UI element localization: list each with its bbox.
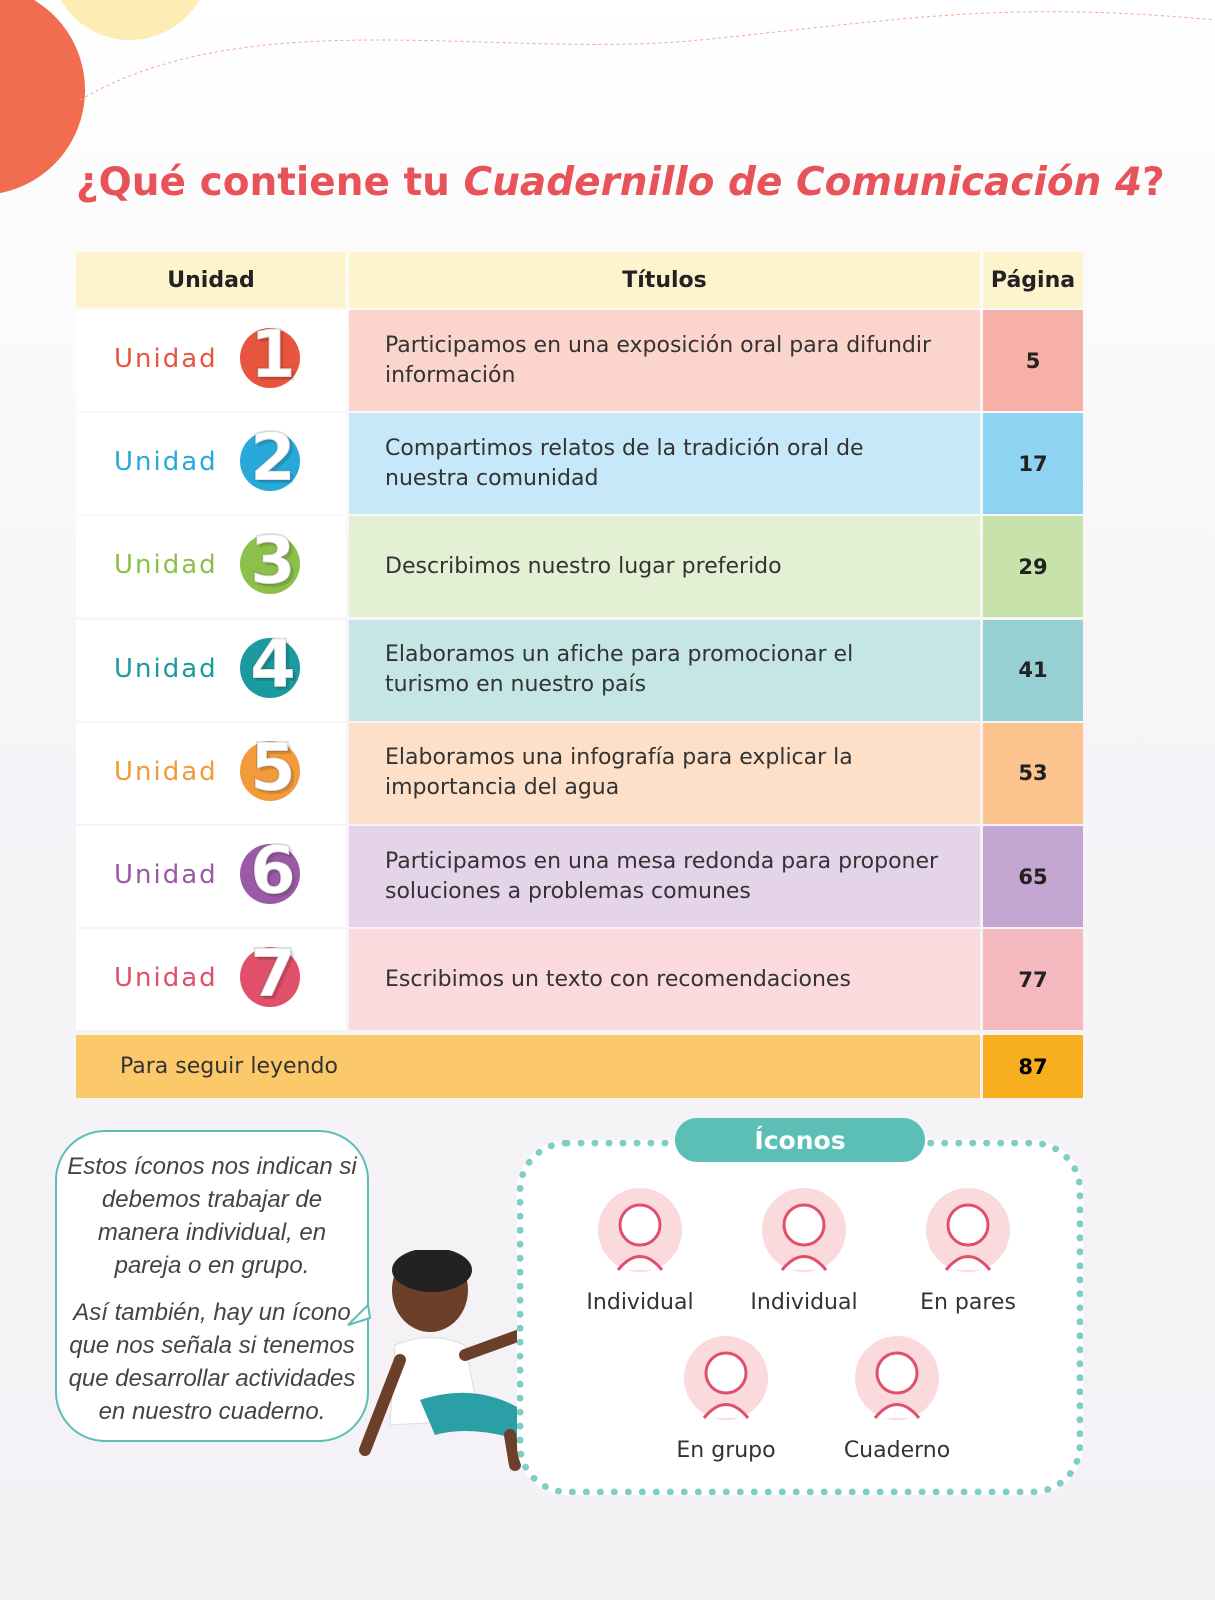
- table-row: Unidad 4 Elaboramos un afiche para promoci…: [76, 619, 1083, 721]
- unit-cell: Unidad 6: [76, 826, 346, 927]
- unit-number: 3: [249, 521, 297, 600]
- unit-number: 6: [249, 831, 297, 910]
- unit-badge: [240, 844, 300, 904]
- unit-label: Unidad: [114, 963, 218, 994]
- icon-label: Individual: [586, 1290, 694, 1315]
- icon-label: Individual: [750, 1290, 858, 1315]
- title-cell: Elaboramos un afiche para promocionar el…: [349, 619, 980, 721]
- unit-label: Unidad: [114, 860, 218, 890]
- title-cell: Participamos en una mesa redonda para pr…: [349, 826, 980, 927]
- footer-label: Para seguir leyendo: [76, 1035, 980, 1098]
- title-cell: Participamos en una exposición oral para…: [349, 310, 980, 411]
- unit-label: Unidad: [114, 756, 218, 787]
- header-cell: Títulos: [349, 252, 980, 308]
- unit-number: 7: [249, 934, 297, 1013]
- unit-label: Unidad: [114, 344, 218, 374]
- icon-label: Cuaderno: [843, 1438, 951, 1463]
- unit-cell: Unidad 3: [76, 516, 346, 618]
- icon: [762, 1188, 846, 1272]
- unit-badge: [240, 740, 300, 801]
- table-row: Unidad 3 Describimos nuestro lugar preferi…: [76, 516, 1083, 618]
- page-cell: 65: [983, 826, 1083, 927]
- unit-label: Unidad: [114, 550, 218, 581]
- page-cell: 77: [983, 929, 1083, 1031]
- page-cell: 53: [983, 722, 1083, 824]
- icon-label: En grupo: [676, 1438, 776, 1463]
- table-row: Unidad 1 Participamos en una exposición or…: [76, 310, 1083, 411]
- title-italic: Cuadernillo de Comunicación 4: [463, 160, 1143, 205]
- page-cell: 41: [983, 619, 1083, 721]
- icon: [855, 1336, 939, 1420]
- table-row: Unidad 5 Elaboramos una infografía para ex…: [76, 722, 1083, 824]
- header-cell: Página: [983, 252, 1083, 308]
- unit-number: 2: [249, 418, 297, 497]
- table-row: Unidad 7 Escribimos un texto con recomenda…: [76, 929, 1083, 1031]
- unit-badge: [240, 431, 300, 492]
- footer-page: 87: [983, 1035, 1083, 1098]
- unit-number: 1: [249, 315, 297, 394]
- unit-cell: Unidad 5: [76, 722, 346, 824]
- title-text: ?: [1142, 160, 1165, 205]
- icon: [684, 1336, 768, 1420]
- icons-title: Íconos: [675, 1118, 925, 1162]
- header-cell: Unidad: [76, 252, 346, 308]
- unit-cell: Unidad 2: [76, 413, 346, 515]
- icon: [926, 1188, 1010, 1272]
- bubble-text: Estos íconos nos indican si debemos trab…: [67, 1153, 357, 1279]
- decoration: [0, 0, 1215, 194]
- unit-number: 5: [249, 728, 297, 807]
- page-cell: 5: [983, 310, 1083, 411]
- page-cell: 17: [983, 413, 1083, 515]
- icon: [598, 1188, 682, 1272]
- table-row: Unidad 6 Participamos en una mesa redonda …: [76, 826, 1083, 927]
- unit-cell: Unidad 7: [76, 929, 346, 1031]
- unit-number: 4: [249, 625, 297, 704]
- page-cell: 29: [983, 516, 1083, 618]
- unit-badge: [240, 328, 300, 388]
- speech-bubble: Estos íconos nos indican si debemos trab…: [55, 1130, 369, 1442]
- unit-cell: Unidad 1: [76, 310, 346, 411]
- unit-badge: [240, 637, 300, 698]
- table-row: Unidad 2 Compartimos relatos de la tradici…: [76, 413, 1083, 515]
- title-cell: Escribimos un texto con recomendaciones: [349, 929, 980, 1031]
- icon-label: En pares: [920, 1290, 1016, 1315]
- page-title: ¿Qué contiene tu Cuadernillo de Comunica…: [76, 160, 1165, 205]
- title-cell: Compartimos relatos de la tradición oral…: [349, 413, 980, 515]
- unit-label: Unidad: [114, 653, 218, 684]
- bubble-text: Así también, hay un ícono que nos señala…: [68, 1299, 356, 1425]
- unit-label: Unidad: [114, 447, 218, 478]
- unit-badge: [240, 947, 300, 1008]
- title-text: ¿Qué contiene tu: [76, 160, 464, 205]
- unit-badge: [240, 534, 300, 595]
- unit-cell: Unidad 4: [76, 619, 346, 721]
- title-cell: Elaboramos una infografía para explicar …: [349, 722, 980, 824]
- title-cell: Describimos nuestro lugar preferido: [349, 516, 980, 618]
